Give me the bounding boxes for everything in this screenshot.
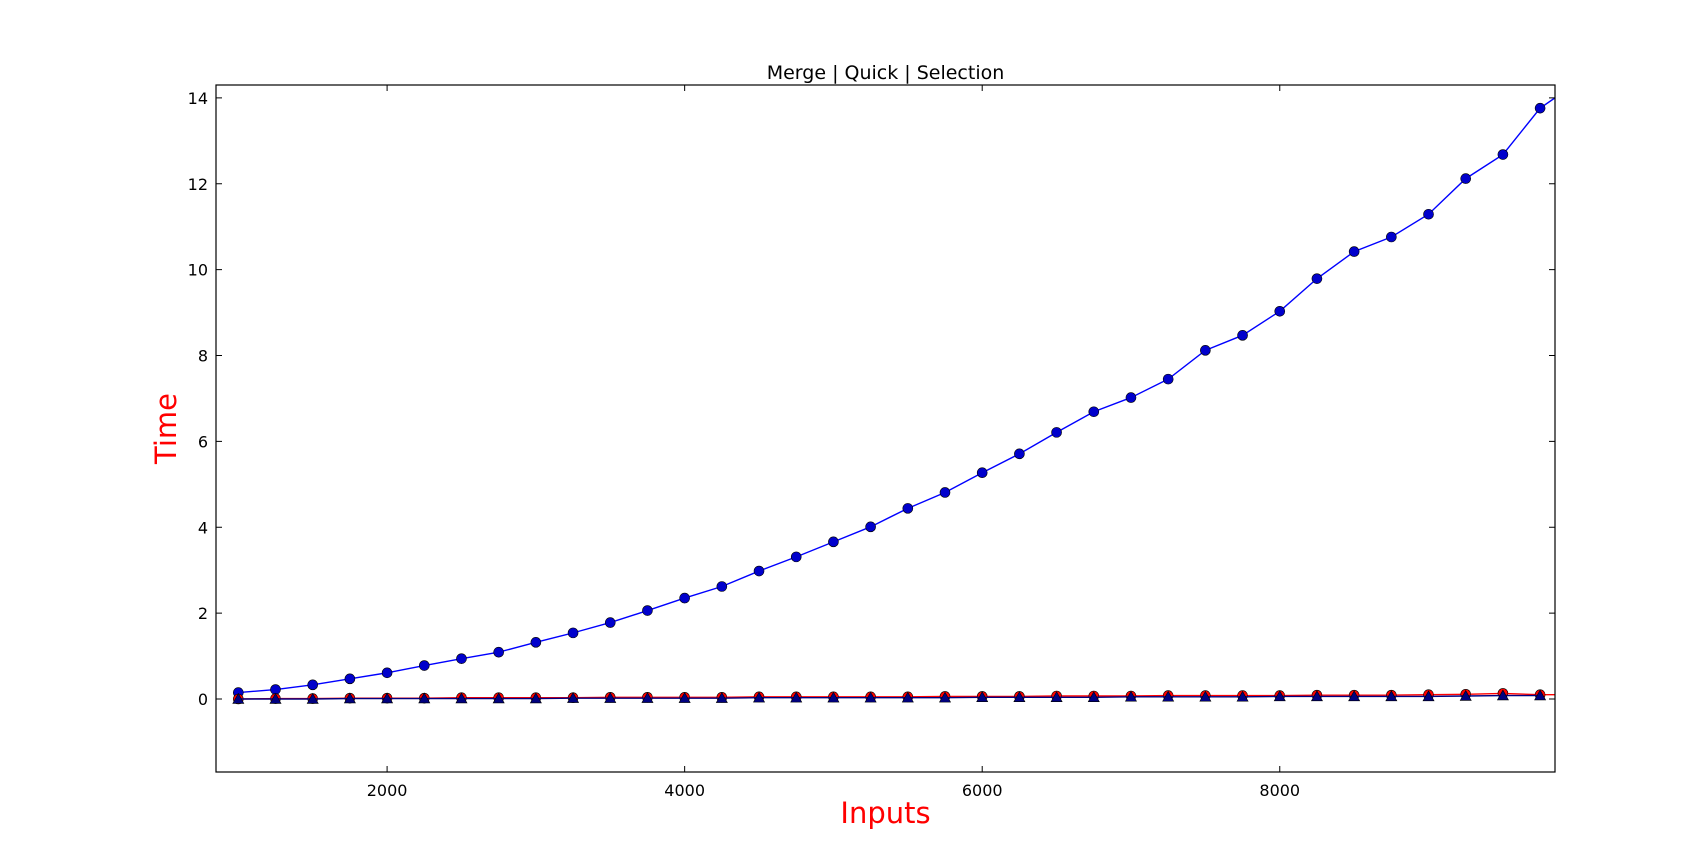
series-1-point xyxy=(976,467,988,479)
series-1-point xyxy=(493,646,504,658)
series-3-point xyxy=(1534,689,1547,701)
series-3-point xyxy=(1310,690,1323,702)
series-3-point xyxy=(1273,690,1286,702)
series-1-point xyxy=(344,673,356,685)
series-3 xyxy=(232,689,1547,704)
series-3-point xyxy=(976,691,989,702)
y-tick-label: 14 xyxy=(188,89,208,108)
series-1-point xyxy=(828,536,839,548)
series-3-point xyxy=(827,691,840,703)
series-1-point xyxy=(530,637,542,648)
series-3-point xyxy=(1385,690,1398,702)
series-3-point xyxy=(1162,690,1175,702)
series-3-line xyxy=(238,694,1541,700)
series-3-point xyxy=(418,692,431,704)
series-1-point xyxy=(753,565,765,577)
x-tick-label: 4000 xyxy=(664,781,705,800)
series-1-point xyxy=(716,581,728,592)
series-3-point xyxy=(343,692,356,704)
series-1-point xyxy=(902,503,914,514)
y-tick-label: 6 xyxy=(198,432,208,451)
series-1-point xyxy=(604,617,616,628)
ticks-layer: 2000 4000 6000 8000 0 2 4 6 8 10 12 14 xyxy=(188,85,1555,800)
series-3-point xyxy=(604,692,617,703)
chart-title: Merge | Quick | Selection xyxy=(767,62,1005,84)
series-3-point xyxy=(1050,691,1063,702)
series-3-point xyxy=(492,692,505,704)
series-1-point xyxy=(1534,102,1546,114)
series-1-point xyxy=(567,627,579,639)
series-1-point xyxy=(1423,208,1434,220)
series-3-point xyxy=(1496,689,1509,701)
series-layer xyxy=(232,97,1555,705)
series-3-point xyxy=(1422,690,1435,702)
series-3-point xyxy=(678,692,691,703)
axes-frame xyxy=(215,84,1556,773)
series-1-point xyxy=(456,653,467,664)
series-3-point xyxy=(790,691,803,703)
series-3-point xyxy=(1087,691,1100,702)
series-1-point xyxy=(939,487,951,498)
series-1-point xyxy=(1386,231,1397,243)
series-3-point xyxy=(1459,689,1472,701)
y-axis-label: Time xyxy=(149,393,183,465)
series-1-point xyxy=(1051,427,1062,438)
series-3-point xyxy=(939,691,952,703)
series-1-point xyxy=(1162,373,1174,385)
series-1-point xyxy=(1348,246,1360,257)
series-3-point xyxy=(1199,690,1212,702)
x-tick-label: 6000 xyxy=(962,781,1003,800)
series-1-point xyxy=(381,667,393,679)
series-3-point xyxy=(306,692,319,704)
series-3-point xyxy=(1124,690,1137,702)
series-1-point xyxy=(1088,406,1100,418)
series-3-point xyxy=(864,691,877,703)
x-tick-label: 2000 xyxy=(367,781,408,800)
x-tick-label: 8000 xyxy=(1259,781,1300,800)
series-3-point xyxy=(715,692,728,703)
series-1-point xyxy=(1460,173,1472,184)
series-1-point xyxy=(307,679,319,691)
series-3-point xyxy=(641,692,654,703)
y-tick-label: 4 xyxy=(198,518,208,537)
series-3-point xyxy=(1348,690,1361,702)
y-tick-label: 2 xyxy=(198,604,208,623)
series-3-point xyxy=(901,691,914,703)
series-1-point xyxy=(1237,330,1248,341)
series-3-point xyxy=(455,692,468,704)
y-tick-label: 10 xyxy=(188,261,208,280)
series-3-point xyxy=(567,692,580,703)
y-tick-label: 12 xyxy=(188,175,208,194)
series-1-point xyxy=(418,660,430,671)
series-3-point xyxy=(1013,691,1026,702)
y-tick-label: 8 xyxy=(198,347,208,366)
series-3-point xyxy=(381,692,394,704)
series-1-point xyxy=(642,605,653,616)
series-1-point xyxy=(1014,448,1025,460)
series-1-point xyxy=(1200,345,1211,356)
series-1-point xyxy=(1274,305,1286,317)
series-3-point xyxy=(269,692,282,704)
series-1-point xyxy=(865,521,876,533)
series-3-point xyxy=(232,692,245,704)
series-1-point xyxy=(1311,273,1323,284)
plot-area xyxy=(216,85,1555,772)
series-1-point xyxy=(790,551,802,563)
series-3-point xyxy=(529,692,542,704)
series-1-point xyxy=(1497,149,1509,160)
series-1-point xyxy=(679,592,690,604)
x-axis-label: Inputs xyxy=(840,796,930,830)
y-tick-label: 0 xyxy=(198,690,208,709)
series-1-point xyxy=(1125,392,1137,403)
plot-background xyxy=(216,85,1555,772)
series-3-point xyxy=(753,691,766,703)
series-3-point xyxy=(1236,690,1249,702)
